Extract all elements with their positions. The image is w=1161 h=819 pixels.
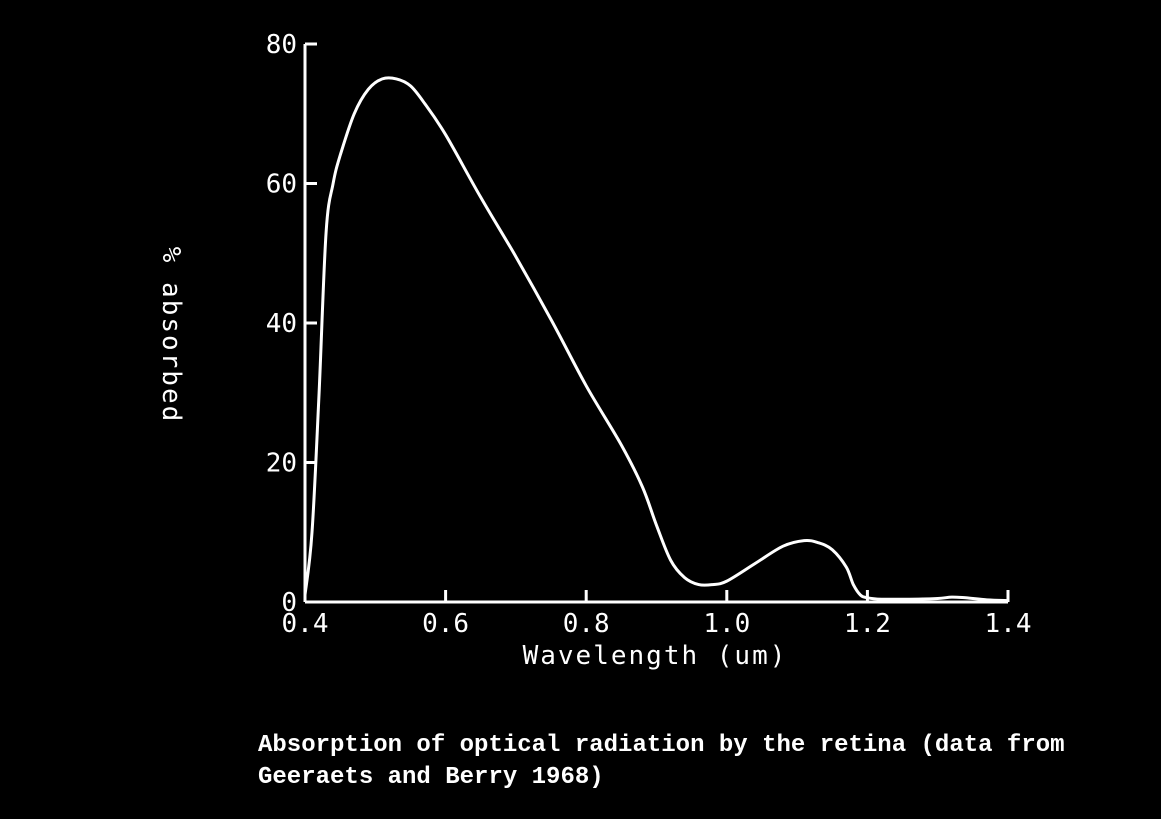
x-tick-label: 0.4	[282, 609, 329, 639]
y-tick-label: 40	[266, 309, 297, 339]
x-axis-title: Wavelength (um)	[523, 641, 788, 671]
y-tick-label: 60	[266, 170, 297, 200]
x-tick-label: 1.4	[985, 609, 1032, 639]
x-axis-ticks: 0.4 0.6 0.8 1.0 1.2 1.4	[282, 590, 1032, 639]
y-tick-label: 80	[266, 30, 297, 60]
y-axis-title: % absorbed	[156, 247, 186, 424]
caption-line-2: Geeraets and Berry 1968)	[258, 764, 604, 791]
x-tick-label: 1.2	[844, 609, 891, 639]
caption-line-1: Absorption of optical radiation by the r…	[258, 732, 1065, 759]
axes	[303, 44, 1008, 604]
figure-caption: Absorption of optical radiation by the r…	[258, 730, 1138, 794]
x-tick-label: 0.6	[422, 609, 469, 639]
y-tick-label: 20	[266, 449, 297, 479]
x-tick-label: 1.0	[703, 609, 750, 639]
y-axis-ticks: 0 20 40 60 80	[266, 30, 317, 618]
x-tick-label: 0.8	[563, 609, 610, 639]
series-line-absorption	[303, 76, 1010, 603]
y-tick-label: 0	[281, 588, 297, 618]
